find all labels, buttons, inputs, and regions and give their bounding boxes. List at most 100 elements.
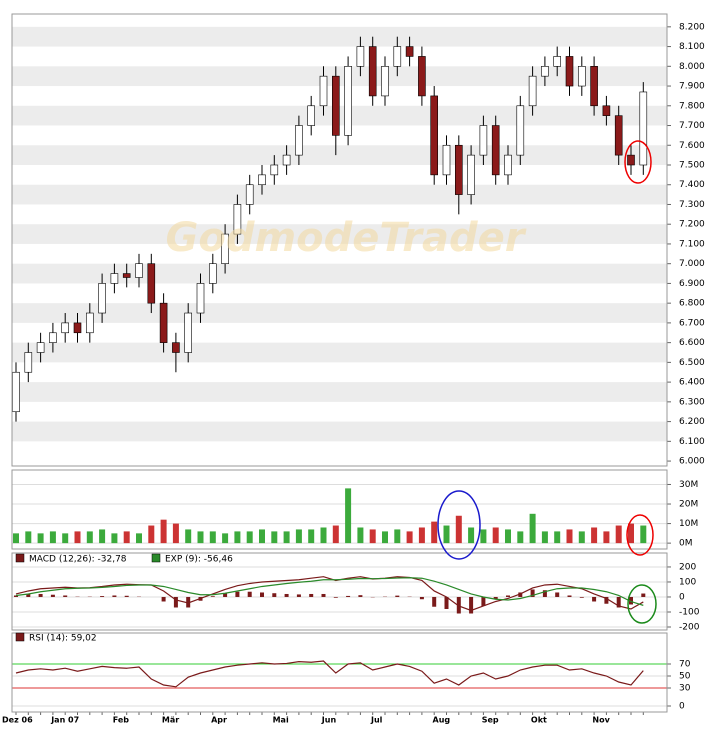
histogram-bar: [112, 595, 117, 597]
grid-stripe: [12, 26, 667, 47]
watermark: GodmodeTrader: [166, 215, 527, 261]
y-tick-label: 0: [679, 702, 685, 712]
volume-bar: [455, 515, 462, 544]
volume-bar: [554, 531, 561, 544]
volume-bar: [172, 523, 179, 544]
volume-bar: [222, 533, 229, 544]
candle-body: [319, 75, 328, 107]
candle-body: [147, 263, 156, 304]
annotation-circle: [624, 140, 652, 184]
histogram-bar: [530, 589, 535, 597]
y-tick-label: 7.000: [679, 259, 705, 269]
candle-body: [122, 273, 131, 278]
x-tick-label: Jun: [321, 716, 337, 725]
candle-body: [61, 322, 70, 334]
y-tick-label: 7.600: [679, 141, 705, 151]
plot-layer: 8.200 8.100 8.000 7.900 7.800 7.700 7.600 7.500…: [2, 22, 705, 724]
y-tick-label: 6.600: [679, 338, 705, 348]
y-tick-label: -100: [679, 607, 700, 617]
candle-body: [454, 144, 463, 195]
x-tick-label: Dez 06: [2, 716, 33, 725]
histogram-bar: [395, 595, 400, 597]
candle-body: [639, 91, 648, 166]
y-tick-label: 7.400: [679, 180, 705, 190]
candle-body: [590, 66, 598, 107]
candle-body: [479, 125, 488, 156]
volume-bar: [345, 488, 352, 544]
histogram-bar: [567, 595, 572, 597]
x-tick-label: Nov: [592, 716, 610, 725]
histogram-bar: [493, 596, 498, 600]
candle-body: [504, 154, 512, 176]
y-tick-label: 6.200: [679, 417, 705, 427]
grid-stripe: [12, 184, 667, 205]
candle-body: [209, 263, 217, 284]
y-tick-label: 30M: [679, 480, 698, 490]
volume-bar: [382, 531, 388, 544]
histogram-bar: [161, 596, 166, 602]
candle-body: [307, 105, 316, 126]
histogram-bar: [616, 596, 621, 608]
candle-body: [221, 233, 229, 264]
y-tick-label: 6.500: [679, 358, 705, 368]
candle-body: [24, 352, 33, 373]
histogram-bar: [38, 593, 43, 597]
y-tick-label: 10M: [679, 519, 698, 529]
y-tick-label: 6.400: [679, 378, 705, 388]
histogram-bar: [506, 595, 510, 597]
histogram-bar: [542, 590, 547, 597]
histogram-bar: [629, 596, 633, 605]
candle-body: [516, 105, 525, 156]
annotation-circle: [627, 584, 657, 624]
volume-bar: [480, 529, 487, 544]
y-tick-label: 7.800: [679, 101, 705, 111]
volume-bar: [640, 525, 647, 544]
y-tick-label: 7.100: [679, 239, 705, 249]
x-tick-label: Jul: [370, 716, 383, 725]
rsi-frame: [11, 632, 668, 713]
candle-body: [614, 115, 623, 156]
annotation-circle: [437, 490, 481, 560]
volume-frame: [11, 469, 668, 550]
histogram-bar: [555, 592, 560, 597]
grid-stripe: [12, 421, 667, 442]
histogram-bar: [14, 595, 18, 597]
histogram-bar: [26, 593, 31, 597]
histogram-bar: [100, 596, 105, 597]
y-tick-label: 7.900: [679, 82, 705, 92]
histogram-bar: [284, 593, 289, 597]
histogram-bar: [469, 596, 474, 614]
x-tick-label: Sep: [482, 716, 499, 725]
volume-bar: [320, 527, 327, 544]
y-tick-label: 6.300: [679, 397, 705, 407]
candle-body: [295, 125, 303, 156]
histogram-bar: [260, 592, 264, 597]
histogram-bar: [579, 596, 584, 598]
volume-bar: [406, 531, 413, 544]
candle-body: [270, 164, 279, 176]
volume-bar: [123, 531, 130, 544]
volume-bar: [295, 529, 302, 544]
volume-bar: [74, 531, 81, 544]
histogram-bar: [223, 593, 228, 597]
volume-bar: [468, 527, 475, 544]
volume-bar: [209, 531, 216, 544]
candle-body: [491, 125, 500, 176]
histogram-bar: [346, 595, 351, 597]
histogram-bar: [296, 594, 301, 597]
candle-body: [541, 66, 549, 77]
volume-bar: [529, 513, 536, 544]
volume-bar: [505, 529, 511, 544]
candle-body: [430, 95, 439, 176]
volume-bar: [197, 531, 204, 544]
candle-body: [110, 273, 119, 284]
histogram-bar: [432, 596, 437, 607]
volume-bar: [369, 529, 376, 544]
histogram-bar: [481, 596, 486, 606]
macd-frame: [11, 552, 668, 631]
y-tick-label: 200: [679, 562, 696, 572]
histogram-bar: [456, 596, 461, 614]
volume-bar: [357, 527, 364, 544]
y-tick-label: 7.500: [679, 160, 705, 170]
